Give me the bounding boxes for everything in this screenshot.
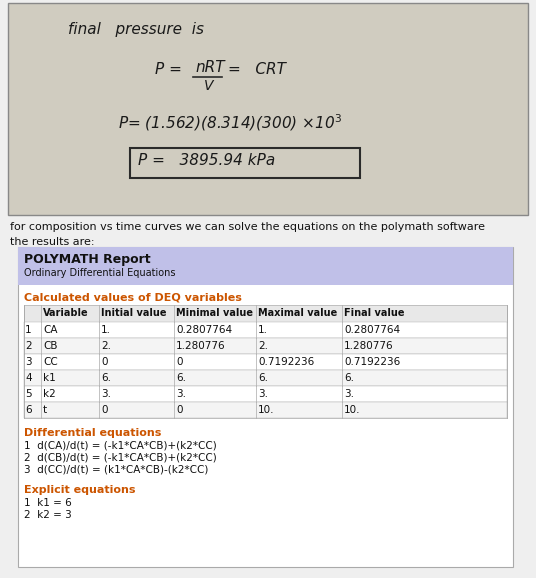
Text: 0: 0	[101, 405, 108, 415]
Bar	[24, 305, 507, 322]
Bar	[24, 386, 507, 402]
Text: Explicit equations: Explicit equations	[24, 485, 136, 495]
Text: 6.: 6.	[176, 373, 186, 383]
Text: final   pressure  is: final pressure is	[68, 22, 204, 37]
Bar	[24, 370, 507, 386]
Text: 2  d(CB)/d(t) = (-k1*CA*CB)+(k2*CC): 2 d(CB)/d(t) = (-k1*CA*CB)+(k2*CC)	[24, 453, 217, 463]
Text: Variable: Variable	[43, 308, 88, 318]
Text: 3  d(CC)/d(t) = (k1*CA*CB)-(k2*CC): 3 d(CC)/d(t) = (k1*CA*CB)-(k2*CC)	[24, 465, 209, 475]
Text: 1.: 1.	[101, 325, 111, 335]
Bar	[130, 148, 360, 178]
Text: 1  k1 = 6: 1 k1 = 6	[24, 498, 72, 508]
Text: 2.: 2.	[258, 341, 268, 351]
Text: 0.2807764: 0.2807764	[344, 325, 400, 335]
Text: 6.: 6.	[258, 373, 268, 383]
Text: k1: k1	[43, 373, 56, 383]
Text: 0.7192236: 0.7192236	[258, 357, 314, 367]
Text: 6: 6	[25, 405, 32, 415]
Text: 2.: 2.	[101, 341, 111, 351]
Text: k2: k2	[43, 389, 56, 399]
Bar	[24, 354, 507, 370]
Text: 10.: 10.	[344, 405, 361, 415]
Text: CA: CA	[43, 325, 57, 335]
Text: 3.: 3.	[258, 389, 268, 399]
Text: 6.: 6.	[101, 373, 111, 383]
Bar	[18, 247, 513, 285]
Bar	[24, 322, 507, 338]
Bar	[18, 247, 513, 567]
Text: 0: 0	[176, 405, 182, 415]
Text: Final value: Final value	[344, 308, 405, 318]
Text: t: t	[43, 405, 47, 415]
Text: 2: 2	[25, 341, 32, 351]
Text: 1.280776: 1.280776	[176, 341, 226, 351]
Text: 0: 0	[101, 357, 108, 367]
Bar	[8, 3, 528, 215]
Text: 1.: 1.	[258, 325, 268, 335]
Text: 2  k2 = 3: 2 k2 = 3	[24, 510, 72, 520]
Text: POLYMATH Report: POLYMATH Report	[24, 253, 151, 266]
Text: CC: CC	[43, 357, 58, 367]
Text: 3: 3	[25, 357, 32, 367]
Text: 6.: 6.	[344, 373, 354, 383]
Text: 10.: 10.	[258, 405, 274, 415]
Text: Initial value: Initial value	[101, 308, 167, 318]
Bar	[24, 402, 507, 418]
Bar	[24, 338, 507, 354]
Text: P= (1.562)(8.314)(300) $\times$10$^3$: P= (1.562)(8.314)(300) $\times$10$^3$	[118, 112, 342, 133]
Text: CB: CB	[43, 341, 57, 351]
Text: 3.: 3.	[176, 389, 186, 399]
Text: 0: 0	[176, 357, 182, 367]
Text: V: V	[204, 79, 213, 93]
Text: P =   3895.94 kPa: P = 3895.94 kPa	[138, 153, 276, 168]
Text: 0.7192236: 0.7192236	[344, 357, 400, 367]
Text: Calculated values of DEQ variables: Calculated values of DEQ variables	[24, 293, 242, 303]
Text: nRT: nRT	[195, 60, 225, 75]
Text: 3.: 3.	[101, 389, 111, 399]
Text: for composition vs time curves we can solve the equations on the polymath softwa: for composition vs time curves we can so…	[10, 222, 485, 232]
Text: 1  d(CA)/d(t) = (-k1*CA*CB)+(k2*CC): 1 d(CA)/d(t) = (-k1*CA*CB)+(k2*CC)	[24, 441, 217, 451]
Text: 5: 5	[25, 389, 32, 399]
Text: the results are:: the results are:	[10, 237, 94, 247]
Text: 4: 4	[25, 373, 32, 383]
Text: 1: 1	[25, 325, 32, 335]
Text: Maximal value: Maximal value	[258, 308, 337, 318]
Text: =   CRT: = CRT	[228, 62, 286, 77]
Text: Ordinary Differential Equations: Ordinary Differential Equations	[24, 268, 175, 278]
Text: 3.: 3.	[344, 389, 354, 399]
Text: 1.280776: 1.280776	[344, 341, 393, 351]
Text: Differential equations: Differential equations	[24, 428, 161, 438]
Text: Minimal value: Minimal value	[176, 308, 253, 318]
Text: 0.2807764: 0.2807764	[176, 325, 232, 335]
Text: P =: P =	[155, 62, 182, 77]
